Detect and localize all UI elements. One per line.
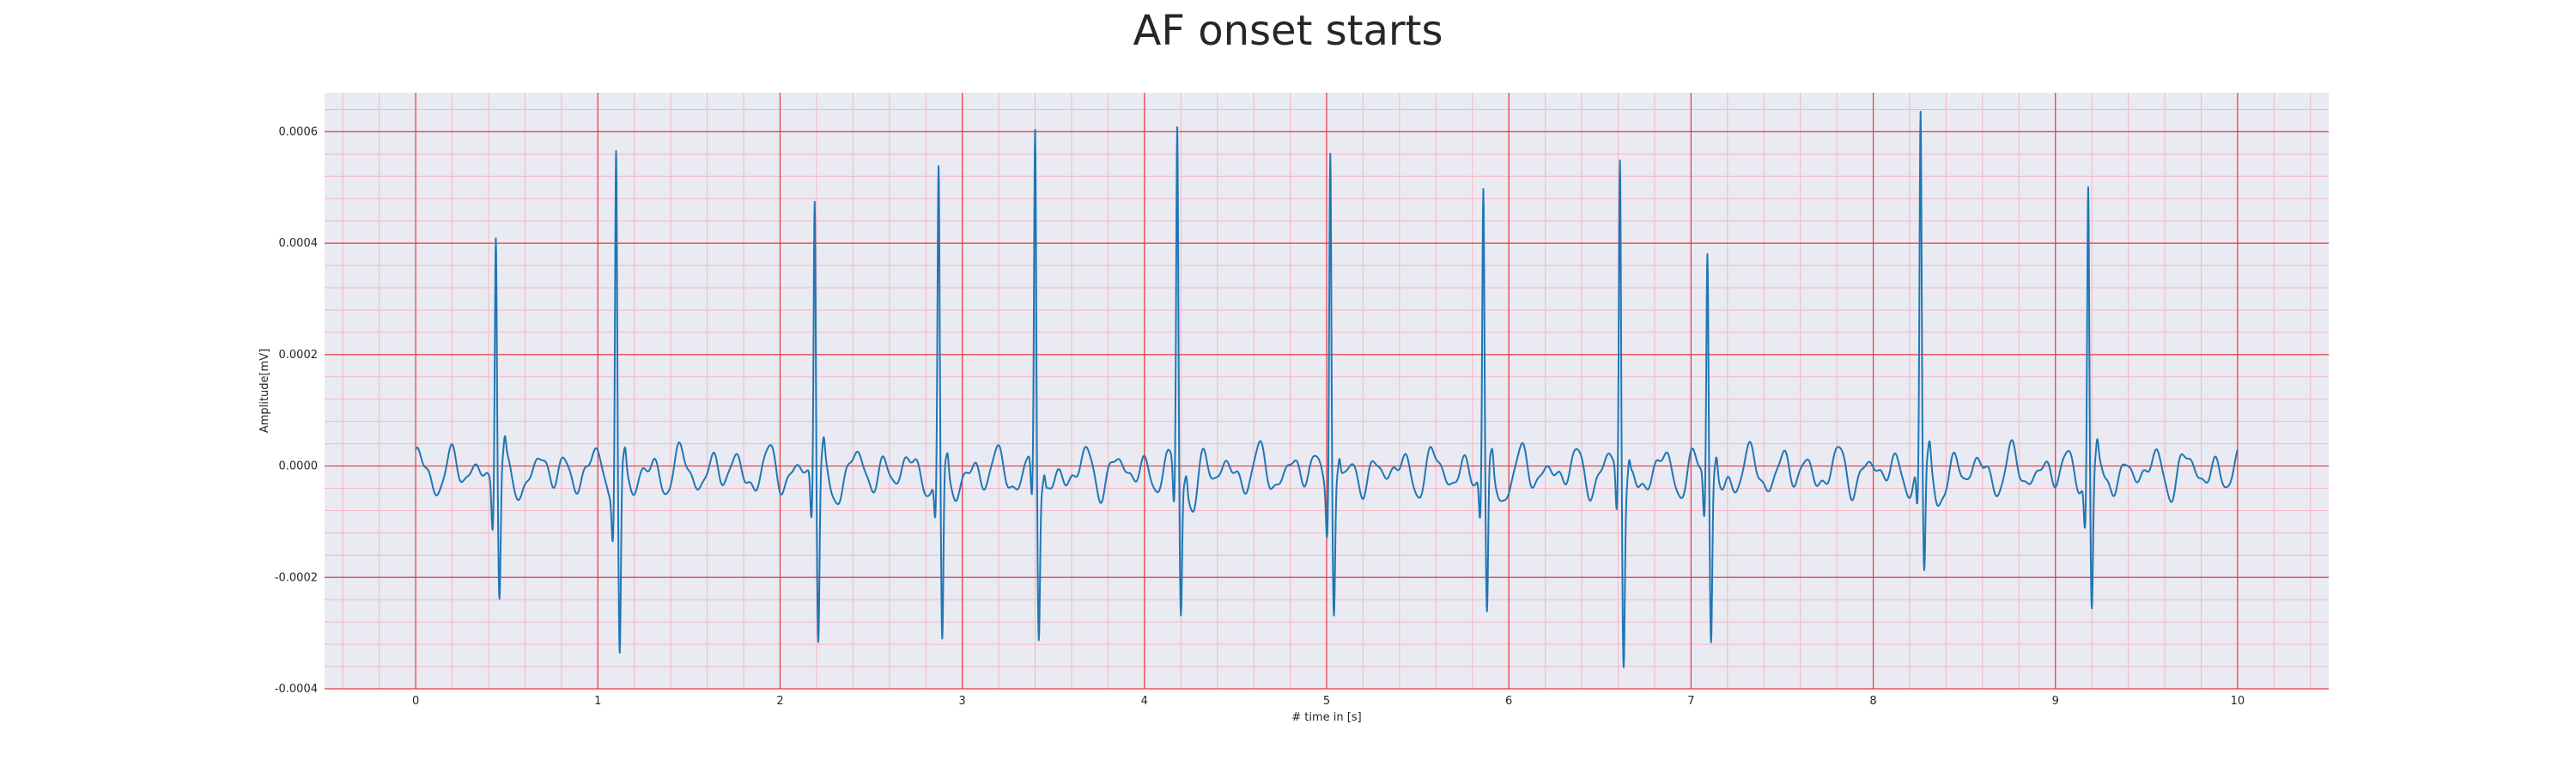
y-axis-label: Amplitude[mV] (258, 349, 271, 433)
y-tick-label: -0.0004 (275, 683, 318, 696)
y-tick-labels: -0.0004 -0.0002 0.0000 0.0002 0.0004 0.0006 (275, 125, 318, 696)
x-tick-label: 1 (594, 695, 601, 708)
x-tick-label: 7 (1687, 695, 1694, 708)
y-tick-label: 0.0000 (279, 460, 319, 473)
x-tick-label: 6 (1505, 695, 1512, 708)
y-tick-label: 0.0006 (279, 125, 319, 138)
x-tick-label: 4 (1141, 695, 1148, 708)
x-tick-label: 3 (958, 695, 965, 708)
major-grid (325, 93, 2329, 690)
y-tick-label: 0.0002 (279, 349, 319, 362)
ecg-signal-line (415, 110, 2239, 668)
x-tick-label: 2 (776, 695, 783, 708)
series-layer (415, 110, 2239, 668)
y-tick-label: -0.0002 (275, 571, 318, 584)
x-tick-label: 5 (1323, 695, 1330, 708)
x-tick-label: 10 (2231, 695, 2245, 708)
x-tick-labels: 0 1 2 3 4 5 6 7 8 9 10 (412, 695, 2245, 708)
x-axis-label: # time in [s] (1291, 711, 1361, 724)
chart-title: AF onset starts (1133, 7, 1443, 55)
x-tick-label: 8 (1869, 695, 1876, 708)
x-tick-label: 9 (2052, 695, 2059, 708)
x-tick-label: 0 (412, 695, 419, 708)
y-tick-label: 0.0004 (279, 237, 319, 250)
